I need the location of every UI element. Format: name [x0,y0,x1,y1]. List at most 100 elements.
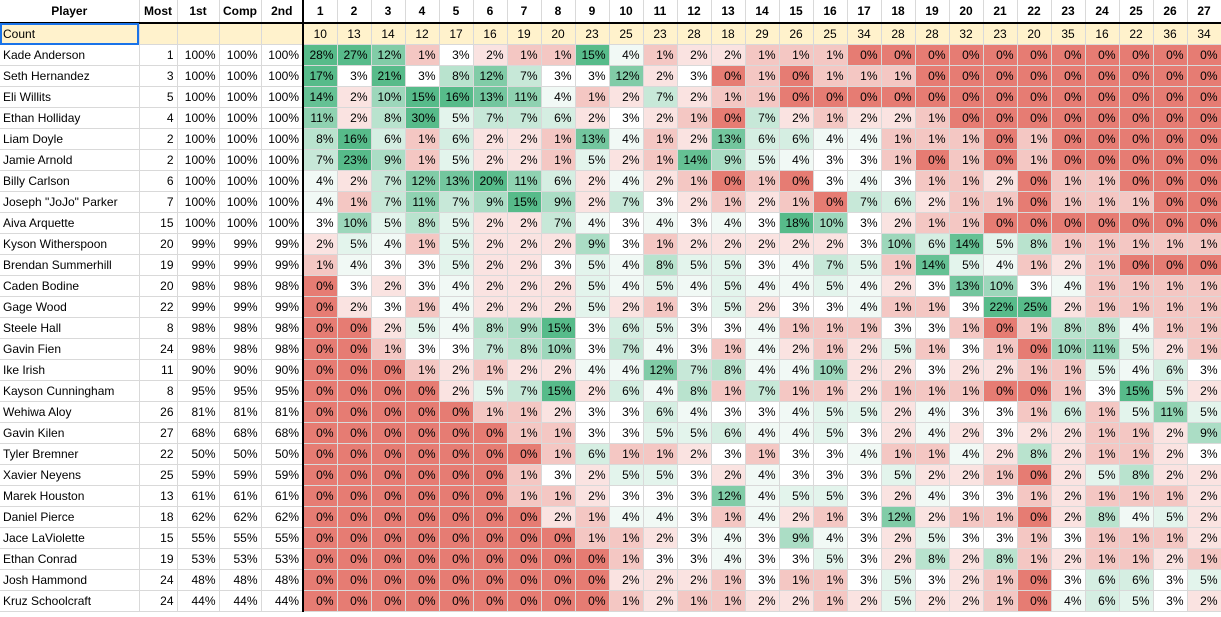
rank-pct-cell[interactable]: 0% [1017,191,1052,213]
second-cell[interactable]: 62% [261,506,304,528]
rank-pct-cell[interactable]: 0% [439,548,474,570]
rank-pct-cell[interactable]: 0% [1187,149,1221,171]
rank-pct-cell[interactable]: 2% [677,443,712,465]
rank-pct-cell[interactable]: 0% [303,401,338,423]
rank-pct-cell[interactable]: 0% [1153,86,1188,108]
rank-pct-cell[interactable]: 3% [1051,569,1086,591]
rank-pct-cell[interactable]: 4% [575,212,610,234]
rank-pct-cell[interactable]: 1% [677,170,712,192]
rank-pct-cell[interactable]: 2% [983,170,1018,192]
first-cell[interactable]: 98% [177,338,220,360]
rank-pct-cell[interactable]: 2% [745,590,780,612]
rank-pct-cell[interactable]: 3% [1153,569,1188,591]
rank-pct-cell[interactable]: 1% [949,380,984,402]
count-cell[interactable]: 23 [575,23,610,45]
rank-pct-cell[interactable]: 3% [609,107,644,129]
rank-pct-cell[interactable]: 1% [711,86,746,108]
header-rank[interactable]: 8 [541,0,576,24]
rank-pct-cell[interactable]: 2% [881,527,916,549]
rank-pct-cell[interactable]: 0% [711,65,746,87]
rank-pct-cell[interactable]: 3% [779,296,814,318]
first-cell[interactable]: 100% [177,149,220,171]
rank-pct-cell[interactable]: 0% [1187,86,1221,108]
rank-pct-cell[interactable]: 4% [745,317,780,339]
rank-pct-cell[interactable]: 4% [745,338,780,360]
count-cell[interactable]: 29 [745,23,780,45]
rank-pct-cell[interactable]: 5% [881,464,916,486]
rank-pct-cell[interactable]: 5% [439,233,474,255]
rank-pct-cell[interactable]: 1% [507,401,542,423]
rank-pct-cell[interactable]: 1% [915,212,950,234]
most-cell[interactable]: 7 [139,191,178,213]
rank-pct-cell[interactable]: 0% [541,590,576,612]
second-cell[interactable]: 95% [261,380,304,402]
rank-pct-cell[interactable]: 7% [609,191,644,213]
header-rank[interactable]: 10 [609,0,644,24]
rank-pct-cell[interactable]: 0% [303,464,338,486]
second-cell[interactable]: 100% [261,191,304,213]
rank-pct-cell[interactable]: 2% [473,233,508,255]
rank-pct-cell[interactable]: 4% [609,170,644,192]
count-cell[interactable]: 34 [1187,23,1221,45]
rank-pct-cell[interactable]: 7% [473,338,508,360]
rank-pct-cell[interactable]: 5% [1153,506,1188,528]
rank-pct-cell[interactable]: 7% [847,191,882,213]
rank-pct-cell[interactable]: 0% [405,527,440,549]
first-cell[interactable]: 100% [177,128,220,150]
rank-pct-cell[interactable]: 3% [711,317,746,339]
header-rank[interactable]: 18 [881,0,916,24]
rank-pct-cell[interactable]: 1% [745,443,780,465]
rank-pct-cell[interactable]: 0% [507,443,542,465]
rank-pct-cell[interactable]: 3% [847,212,882,234]
second-cell[interactable]: 53% [261,548,304,570]
rank-pct-cell[interactable]: 3% [337,65,372,87]
rank-pct-cell[interactable]: 6% [711,422,746,444]
rank-pct-cell[interactable]: 1% [813,317,848,339]
most-cell[interactable]: 20 [139,233,178,255]
rank-pct-cell[interactable]: 1% [609,527,644,549]
rank-pct-cell[interactable]: 2% [507,233,542,255]
rank-pct-cell[interactable]: 13% [473,86,508,108]
rank-pct-cell[interactable]: 6% [779,128,814,150]
rank-pct-cell[interactable]: 0% [983,86,1018,108]
rank-pct-cell[interactable]: 4% [779,422,814,444]
rank-pct-cell[interactable]: 7% [541,212,576,234]
rank-pct-cell[interactable]: 6% [609,380,644,402]
rank-pct-cell[interactable]: 5% [1119,338,1154,360]
rank-pct-cell[interactable]: 1% [881,296,916,318]
rank-pct-cell[interactable]: 3% [405,254,440,276]
count-cell[interactable]: 25 [813,23,848,45]
second-cell[interactable]: 81% [261,401,304,423]
header-player[interactable]: Player [0,0,140,24]
rank-pct-cell[interactable]: 3% [813,296,848,318]
player-name-cell[interactable]: Seth Hernandez [0,65,140,87]
rank-pct-cell[interactable]: 5% [1187,401,1221,423]
rank-pct-cell[interactable]: 0% [813,86,848,108]
rank-pct-cell[interactable]: 0% [303,569,338,591]
rank-pct-cell[interactable]: 0% [337,443,372,465]
rank-pct-cell[interactable]: 4% [915,422,950,444]
rank-pct-cell[interactable]: 2% [1017,422,1052,444]
rank-pct-cell[interactable]: 2% [541,506,576,528]
rank-pct-cell[interactable]: 3% [439,44,474,66]
rank-pct-cell[interactable]: 2% [473,254,508,276]
rank-pct-cell[interactable]: 9% [779,527,814,549]
rank-pct-cell[interactable]: 16% [439,86,474,108]
rank-pct-cell[interactable]: 4% [609,359,644,381]
rank-pct-cell[interactable]: 1% [915,128,950,150]
rank-pct-cell[interactable]: 2% [337,86,372,108]
rank-pct-cell[interactable]: 1% [405,359,440,381]
header-rank[interactable]: 26 [1153,0,1188,24]
first-cell[interactable]: 100% [177,65,220,87]
comp-cell[interactable]: 99% [219,296,262,318]
rank-pct-cell[interactable]: 0% [439,569,474,591]
rank-pct-cell[interactable]: 0% [439,422,474,444]
comp-cell[interactable]: 100% [219,44,262,66]
rank-pct-cell[interactable]: 3% [609,233,644,255]
rank-pct-cell[interactable]: 4% [1119,317,1154,339]
rank-pct-cell[interactable]: 2% [949,590,984,612]
rank-pct-cell[interactable]: 3% [405,275,440,297]
rank-pct-cell[interactable]: 0% [473,548,508,570]
rank-pct-cell[interactable]: 15% [405,86,440,108]
header-rank[interactable]: 21 [983,0,1018,24]
